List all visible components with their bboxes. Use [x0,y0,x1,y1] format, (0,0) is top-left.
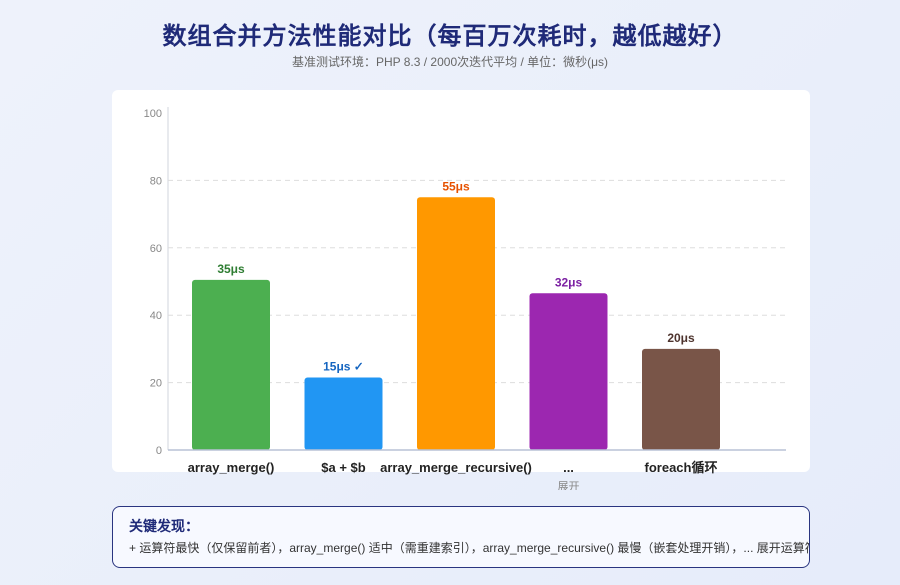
bar [642,348,720,450]
chart-subtitle: 基准测试环境：PHP 8.3 / 2000次迭代平均 / 单位：微秒(μs) [291,55,609,69]
x-tick-label: ... [563,460,574,475]
y-tick-label: 40 [150,310,162,322]
y-tick-label: 60 [150,243,162,255]
data-label: 15μs ✓ [323,360,364,374]
y-tick-label: 100 [144,108,162,120]
bar [304,377,383,450]
data-label: 20μs [667,331,695,345]
bar [192,279,270,450]
bar [417,197,495,450]
findings-title: 关键发现： [129,518,199,534]
data-label: 55μs [442,179,470,193]
key-findings-box: 关键发现： + 运算符最快（仅保留前者），array_merge() 适中（需重… [112,506,810,568]
x-tick-sublabel: 展开 [558,480,580,490]
y-tick-label: 0 [156,445,162,457]
x-tick-label: $a + $b [321,460,366,475]
bar [529,293,608,450]
findings-text: + 运算符最快（仅保留前者），array_merge() 适中（需重建索引），a… [129,541,809,555]
y-tick-label: 80 [150,175,162,187]
data-label: 35μs [217,262,245,276]
y-tick-label: 20 [150,378,162,390]
x-tick-label: foreach循环 [645,460,718,475]
bar-chart: 0 20 40 60 80 100 35μs array_merge() 15μs ✓ $a + … [144,107,786,490]
chart-card: 0 20 40 60 80 100 35μs array_merge() 15μs ✓ $a + … [112,90,810,490]
data-label: 32μs [555,275,583,289]
x-tick-label: array_merge_recursive() [380,460,532,475]
chart-title: 数组合并方法性能对比（每百万次耗时，越低越好） [162,23,738,50]
x-tick-label: array_merge() [188,460,275,475]
